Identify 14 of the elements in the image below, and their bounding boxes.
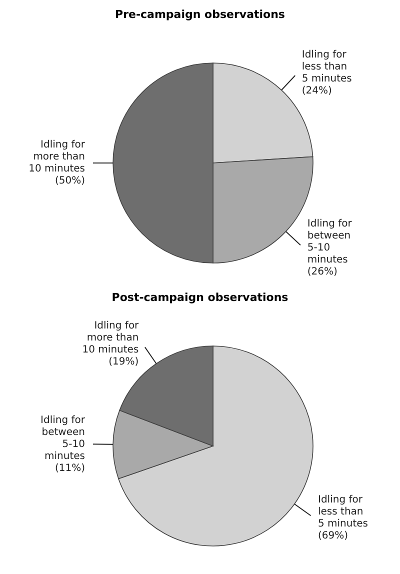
slice-label: Idling for less than 5 minutes	[302, 49, 352, 84]
slice-label: Idling for between 5-10 minutes	[307, 218, 353, 266]
data-label: (11%)	[54, 462, 86, 474]
data-label: (26%)	[307, 266, 338, 278]
slice-label: Idling for less than 5 minutes	[318, 494, 368, 530]
chart-title: Post-campaign observations	[110, 291, 290, 306]
slice-label: Idling for more than 10 minutes	[28, 140, 86, 175]
data-label: (24%)	[302, 85, 332, 96]
slice-label: Idling for between 5-10 minutes	[40, 414, 86, 462]
data-label: (50%)	[54, 176, 86, 187]
data-label: (19%)	[108, 356, 139, 368]
data-label: (69%)	[318, 530, 348, 542]
slice-label: Idling for more than 10 minutes	[82, 320, 140, 356]
chart-title: Pre-campaign observations	[114, 8, 286, 23]
